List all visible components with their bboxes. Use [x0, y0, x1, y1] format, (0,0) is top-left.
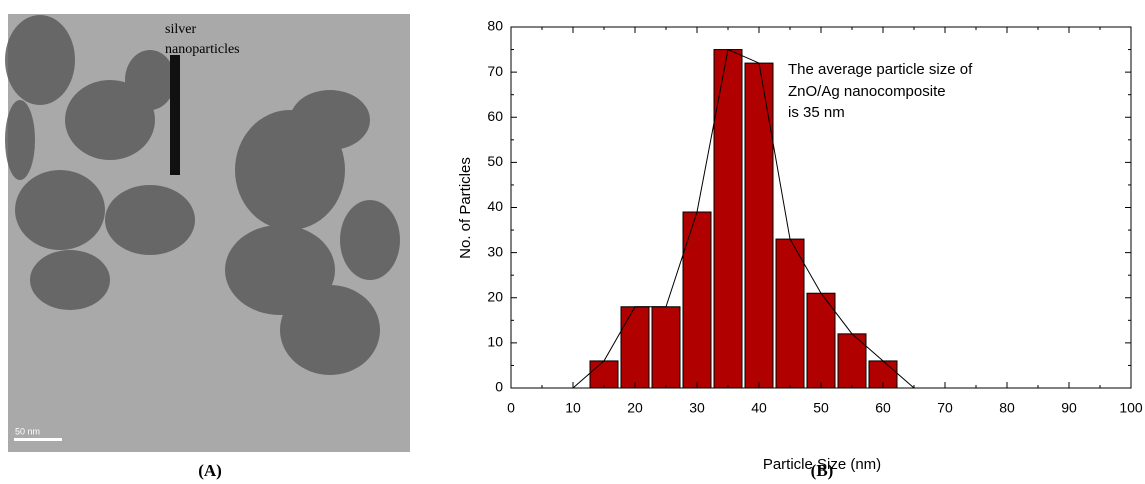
tem-image: silver nanoparticles 50 nm [5, 14, 410, 452]
fit-line [572, 48, 915, 389]
y-tick-label: 30 [487, 243, 503, 259]
y-tick-label: 40 [487, 198, 503, 214]
caption: (B) [811, 461, 834, 480]
y-tick-label: 20 [487, 288, 503, 304]
y-tick-label: 60 [487, 108, 503, 124]
x-tick-label: 40 [751, 400, 767, 416]
particles [5, 15, 400, 375]
bar [837, 333, 867, 389]
bar [806, 292, 836, 389]
nanoparticle-marker [170, 55, 180, 175]
y-tick-label: 50 [487, 153, 503, 169]
annotation: is 35 nm [788, 104, 845, 121]
bar [682, 211, 712, 389]
x-tick-label: 60 [875, 400, 891, 416]
y-tick-label: 70 [487, 63, 503, 79]
y-tick-label: 10 [487, 334, 503, 350]
caption: (A) [198, 461, 222, 480]
x-tick-label: 20 [627, 400, 643, 416]
scale-bar [14, 438, 62, 441]
x-tick-label: 90 [1061, 400, 1077, 416]
x-tick-label: 80 [999, 400, 1015, 416]
image-annotation: silver [165, 22, 196, 37]
y-axis-label: No. of Particles [457, 157, 474, 259]
annotation: The average particle size of [788, 61, 973, 78]
x-tick-label: 50 [813, 400, 829, 416]
x-tick-label: 30 [689, 400, 705, 416]
bar [589, 360, 619, 389]
bar [744, 62, 774, 389]
x-tick-label: 0 [507, 400, 515, 416]
scale-bar-label: 50 nm [15, 426, 40, 436]
x-axis-label: Particle Size (nm) [763, 456, 881, 473]
x-tick-label: 70 [937, 400, 953, 416]
bar [775, 238, 805, 389]
bar [651, 306, 681, 389]
bar [620, 306, 650, 389]
annotation: ZnO/Ag nanocomposite [788, 83, 946, 100]
y-tick-label: 80 [487, 18, 503, 34]
x-tick-label: 100 [1119, 400, 1143, 416]
image-annotation: nanoparticles [165, 42, 240, 57]
y-tick-label: 0 [495, 379, 503, 395]
x-tick-label: 10 [565, 400, 581, 416]
